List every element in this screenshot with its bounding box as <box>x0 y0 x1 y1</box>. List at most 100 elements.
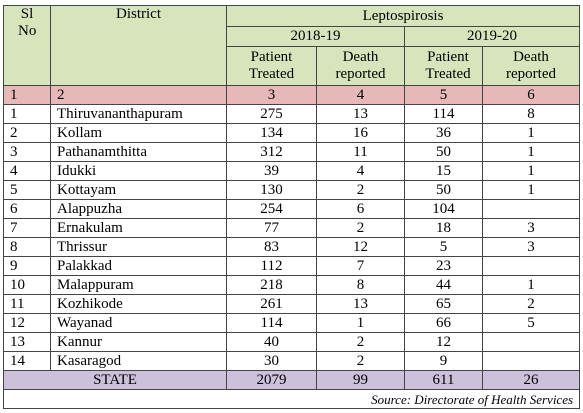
value-cell: 66 <box>404 313 483 333</box>
value-cell: 11 <box>316 142 405 162</box>
district: Kannur <box>50 332 227 352</box>
sl-no: 12 <box>3 313 51 333</box>
value-cell: 2 <box>316 218 405 238</box>
header-row: 2018-19 2019-20 <box>4 26 581 47</box>
value-cell: 4 <box>316 161 405 181</box>
header-sl-no-text: Sl No <box>18 6 37 40</box>
header-column-text: Patient Treated <box>248 49 295 82</box>
value-cell: 3 <box>481 237 581 257</box>
header-district: District <box>50 5 227 86</box>
value-cell: 9 <box>404 351 483 371</box>
source-note: Source: Directorate of Health Services <box>2 389 581 409</box>
value-cell: 312 <box>226 142 317 162</box>
district: Kasaragod <box>50 351 227 371</box>
sl-no: 5 <box>3 180 51 200</box>
value-cell: 104 <box>404 199 483 219</box>
header-sl-no: Sl No <box>3 5 51 86</box>
data-table: Sl No District Leptospirosis 2018-19 2019-20… <box>2 5 581 409</box>
district: Idukki <box>50 161 227 181</box>
sl-no: 13 <box>3 332 51 352</box>
value-cell: 23 <box>404 256 483 276</box>
source-row: Source: Directorate of Health Services <box>2 389 581 409</box>
value-cell: 36 <box>404 123 483 143</box>
value-cell: 2 <box>316 332 405 352</box>
value-cell: 50 <box>404 142 483 162</box>
header-column-text: Death reported <box>335 49 386 82</box>
header-column-text: Patient Treated <box>425 49 471 82</box>
value-cell <box>481 199 581 219</box>
sl-no: 9 <box>3 256 51 276</box>
value-cell: 8 <box>481 104 581 124</box>
district: Thiruvananthapuram <box>50 104 227 124</box>
header-row: Patient Treated Death reported Patient Tre… <box>4 46 581 86</box>
header-period: 2019-20 <box>403 26 581 47</box>
district: Malappuram <box>50 275 227 295</box>
header-column: Patient Treated <box>404 46 483 86</box>
index-cell: 6 <box>481 85 581 105</box>
value-cell: 1 <box>481 180 581 200</box>
value-cell: 2 <box>316 180 405 200</box>
sl-no: 2 <box>3 123 51 143</box>
index-cell: 3 <box>226 85 317 105</box>
data-row: 3 Pathanamthitta 312 11 50 1 <box>3 142 581 162</box>
data-row: 9 Palakkad 112 7 23 <box>3 256 581 276</box>
value-cell: 13 <box>316 104 405 124</box>
value-cell: 15 <box>404 161 483 181</box>
value-cell: 1 <box>481 123 581 143</box>
value-cell: 18 <box>404 218 483 238</box>
state-row: STATE 2079 99 611 26 <box>3 370 581 390</box>
value-cell: 7 <box>316 256 405 276</box>
header-column: Death reported <box>316 46 405 86</box>
value-cell: 5 <box>481 313 581 333</box>
value-cell: 83 <box>226 237 317 257</box>
value-cell: 5 <box>404 237 483 257</box>
data-row: 13 Kannur 40 2 12 <box>3 332 581 352</box>
data-row: 12 Wayanad 114 1 66 5 <box>3 313 581 333</box>
state-value: 99 <box>316 370 405 390</box>
district: Ernakulam <box>50 218 227 238</box>
sl-no: 8 <box>3 237 51 257</box>
sl-no: 7 <box>3 218 51 238</box>
district: Alappuzha <box>50 199 227 219</box>
state-value: 26 <box>481 370 581 390</box>
header-disease: Leptospirosis <box>225 5 581 27</box>
data-row: 14 Kasaragod 30 2 9 <box>3 351 581 371</box>
value-cell: 3 <box>481 218 581 238</box>
state-label: STATE <box>3 370 227 390</box>
sl-no: 14 <box>3 351 51 371</box>
value-cell: 44 <box>404 275 483 295</box>
value-cell: 6 <box>316 199 405 219</box>
data-row: 10 Malappuram 218 8 44 1 <box>3 275 581 295</box>
value-cell: 77 <box>226 218 317 238</box>
data-row: 5 Kottayam 130 2 50 1 <box>3 180 581 200</box>
value-cell: 114 <box>404 104 483 124</box>
data-row: 6 Alappuzha 254 6 104 <box>3 199 581 219</box>
index-cell: 5 <box>404 85 483 105</box>
sl-no: 4 <box>3 161 51 181</box>
district: Thrissur <box>50 237 227 257</box>
district: Pathanamthitta <box>50 142 227 162</box>
value-cell: 8 <box>316 275 405 295</box>
header-column: Death reported <box>481 46 581 86</box>
header-column-text: Death reported <box>506 49 556 82</box>
value-cell: 2 <box>316 351 405 371</box>
value-cell: 16 <box>316 123 405 143</box>
sl-no: 11 <box>3 294 51 314</box>
district: Kozhikode <box>50 294 227 314</box>
data-row: 11 Kozhikode 261 13 65 2 <box>3 294 581 314</box>
value-cell: 1 <box>481 161 581 181</box>
index-cell: 2 <box>50 85 227 105</box>
index-cell: 1 <box>3 85 51 105</box>
data-row: 7 Ernakulam 77 2 18 3 <box>3 218 581 238</box>
value-cell <box>481 332 581 352</box>
state-value: 2079 <box>226 370 317 390</box>
index-cell: 4 <box>316 85 405 105</box>
data-row: 8 Thrissur 83 12 5 3 <box>3 237 581 257</box>
value-cell: 218 <box>226 275 317 295</box>
sl-no: 10 <box>3 275 51 295</box>
value-cell: 254 <box>226 199 317 219</box>
value-cell: 50 <box>404 180 483 200</box>
header-period: 2018-19 <box>226 26 405 47</box>
